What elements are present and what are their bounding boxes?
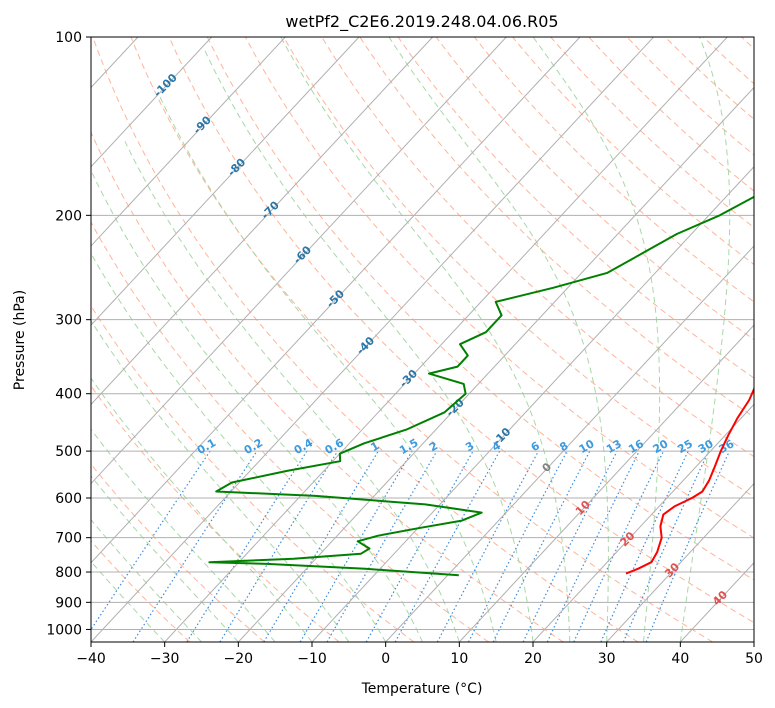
mixing-ratio-line (91, 450, 211, 631)
dry-adiabat (283, 37, 754, 498)
isotherm-line (91, 37, 286, 247)
y-tick-label: 300 (55, 313, 82, 329)
moist-adiabat (158, 94, 497, 642)
x-tick-label: 50 (745, 651, 763, 667)
x-tick-label: −10 (297, 651, 327, 667)
y-tick-label: 200 (55, 208, 82, 224)
isotherm-grid (91, 37, 754, 642)
isotherm-line (532, 403, 754, 642)
y-tick-label: 500 (55, 444, 82, 460)
y-tick-label: 600 (55, 491, 82, 507)
mixing-ratio-line (622, 450, 710, 642)
dry-adiabat (359, 37, 754, 418)
isobar-grid (91, 37, 754, 630)
isotherm-line (91, 37, 434, 406)
isotherm-line (385, 245, 754, 642)
x-axis-title: Temperature (°C) (361, 681, 483, 697)
x-tick-label: −40 (76, 651, 106, 667)
isotherm-line (91, 37, 360, 326)
chart-title: wetPf2_C2E6.2019.248.04.06.R05 (285, 12, 558, 32)
x-axis-ticks: −40 −30 −20 −10 0 10 20 30 40 50 (76, 642, 763, 667)
moist-adiabat (388, 37, 609, 642)
x-tick-label: 0 (381, 651, 390, 667)
y-tick-label: 1000 (46, 622, 82, 638)
moist-adiabat (91, 518, 202, 642)
dry-adiabat (245, 37, 754, 539)
isotherm-line (91, 37, 507, 485)
dry-adiabat (92, 37, 639, 642)
isotherm-line (91, 37, 655, 642)
isotherm-line (311, 165, 754, 642)
mixing-ratio-line (436, 450, 540, 642)
mixing-ratio-line (394, 450, 501, 642)
dry-adiabat (435, 37, 754, 341)
moist-adiabat (532, 37, 661, 642)
mixing-ratio-line (522, 450, 618, 642)
x-tick-label: 20 (524, 651, 542, 667)
moist-adiabat (91, 319, 350, 642)
isotherm-line (91, 37, 581, 564)
moist-adiabat (91, 173, 423, 642)
y-tick-label: 800 (55, 565, 82, 581)
y-tick-label: 700 (55, 531, 82, 547)
x-tick-label: −30 (150, 651, 180, 667)
dry-adiabat (321, 37, 754, 458)
moist-adiabat (679, 37, 731, 642)
mixing-ratio-line (132, 450, 258, 642)
y-axis-ticks: 100 200 300 400 500 600 700 800 900 1000 (46, 30, 91, 638)
moist-adiabat (280, 37, 571, 642)
dry-adiabat (91, 131, 564, 642)
y-tick-label: 400 (55, 387, 82, 403)
moist-adiabat (91, 252, 387, 642)
y-tick-label: 900 (55, 595, 82, 611)
y-axis-title: Pressure (hPa) (12, 290, 28, 390)
isotherm-line (458, 324, 754, 642)
mixing-ratio-line (219, 450, 339, 642)
y-tick-label: 100 (55, 30, 82, 46)
dry-adiabat (626, 37, 754, 156)
isotherm-line (91, 37, 213, 168)
x-tick-label: 40 (671, 651, 689, 667)
isotherm-line (164, 37, 728, 642)
moist-adiabat (203, 49, 534, 642)
mixing-ratio-line (365, 450, 474, 642)
dry-adiabat (130, 37, 713, 642)
dry-adiabat (206, 37, 754, 581)
dewpoint-profile-line (208, 195, 754, 577)
moist-adiabat (91, 560, 166, 642)
dry-adiabat (168, 37, 754, 624)
isotherm-line (606, 482, 754, 642)
plot-frame (90, 36, 755, 643)
mixing-ratio-line (492, 450, 591, 642)
x-tick-label: −20 (224, 651, 254, 667)
moist-adiabat (91, 475, 239, 642)
x-tick-label: 30 (598, 651, 616, 667)
x-tick-label: 10 (450, 651, 468, 667)
dry-adiabat (588, 37, 754, 192)
isotherm-line (237, 86, 754, 642)
